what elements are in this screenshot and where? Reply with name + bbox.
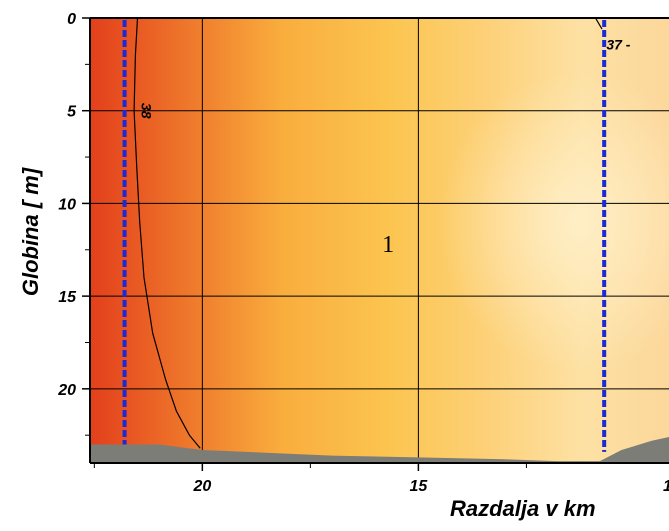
x-tick-label: 20 <box>192 478 211 495</box>
y-axis-title: Globina [ m] <box>18 167 43 296</box>
y-tick-label: 15 <box>58 289 77 306</box>
seabed-profile <box>90 437 669 463</box>
contour-label: 38 <box>139 103 155 119</box>
contour-labels: 38 37 - <box>139 37 631 119</box>
x-axis-title: Razdalja v km <box>450 496 596 521</box>
y-tick-label: 20 <box>57 382 76 399</box>
contour-label: 37 - <box>606 37 630 53</box>
x-tick-label: 1 <box>663 478 669 495</box>
warm-core-highlight <box>438 72 669 372</box>
station-lines <box>122 20 607 452</box>
contour-line <box>594 18 603 30</box>
x-tick-label: 15 <box>409 478 428 495</box>
y-tick-label: 10 <box>58 196 76 213</box>
y-tick-label: 0 <box>67 11 76 28</box>
contour-line <box>133 18 201 449</box>
plot-area <box>90 18 669 463</box>
axis-ticks: 0 5 10 15 20 20 15 1 <box>57 11 669 495</box>
y-tick-label: 5 <box>67 104 77 121</box>
contour-lines <box>133 18 603 449</box>
grid-lines <box>90 18 669 463</box>
region-label: 1 <box>382 232 394 258</box>
annotations: 1 <box>382 232 394 258</box>
